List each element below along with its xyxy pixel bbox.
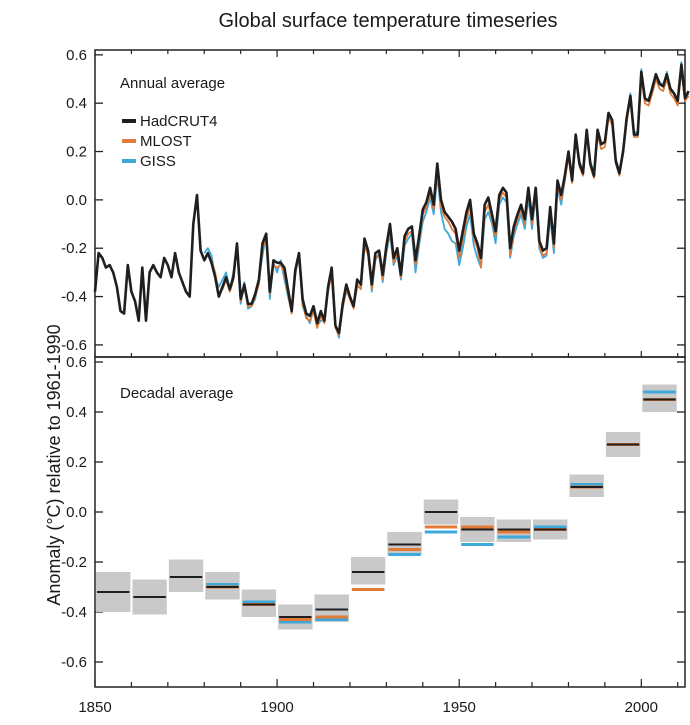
decadal-ytick-label: 0.4 (66, 404, 87, 421)
annual-series-lines (93, 61, 690, 339)
annual-panel-frame (94, 49, 686, 358)
annual-y-ticks: 0.6 0.4 0.2 0.0 -0.2 -0.4 -0.6 (61, 47, 685, 354)
legend-label-hadcrut4: HadCRUT4 (140, 113, 218, 130)
legend-label-giss: GISS (140, 153, 176, 170)
decadal-uncertainty-band (168, 559, 204, 592)
xtick-label: 1900 (260, 699, 293, 716)
x-axis-ticks: 1850 1900 1950 2000 (78, 50, 679, 716)
decadal-ytick-label: 0.2 (66, 454, 87, 471)
legend-label-mlost: MLOST (140, 133, 192, 150)
decadal-y-ticks: 0.6 0.4 0.2 0.0 -0.2 -0.4 -0.6 (61, 354, 685, 671)
y-axis-title: Anomaly (°C) relative to 1961-1990 (44, 324, 64, 605)
decadal-ytick-label: 0.6 (66, 354, 87, 371)
annual-ytick-label: -0.6 (61, 337, 87, 354)
annual-line-mlost (203, 68, 690, 337)
xtick-label: 1950 (443, 699, 476, 716)
annual-panel: Annual average 0.60.40.20.0-0.2-0.4-0.6 … (61, 47, 690, 358)
annual-panel-label: Annual average (120, 75, 225, 92)
decadal-series-marks (96, 384, 677, 630)
annual-ytick-label: 0.4 (66, 95, 87, 112)
annual-ytick-label: -0.2 (61, 240, 87, 257)
annual-line-giss (203, 61, 690, 339)
xtick-label: 1850 (78, 699, 111, 716)
decadal-ytick-label: -0.4 (61, 604, 87, 621)
decadal-ytick-label: 0.0 (66, 504, 87, 521)
decadal-panel: Decadal average 0.6 0.4 0.2 0.0 -0.2 -0.4 -0.6 (61, 354, 686, 688)
decadal-ytick-label: -0.2 (61, 554, 87, 571)
legend: HadCRUT4 MLOST GISS (122, 113, 218, 170)
decadal-uncertainty-band (387, 532, 422, 555)
xtick-label: 2000 (625, 699, 658, 716)
chart-title: Global surface temperature timeseries (218, 10, 557, 32)
annual-ytick-label: 0.2 (66, 144, 87, 161)
annual-ytick-label: 0.6 (66, 47, 87, 64)
decadal-ytick-label: -0.6 (61, 654, 87, 671)
decadal-uncertainty-band (350, 557, 386, 585)
annual-ytick-label: -0.4 (61, 289, 87, 306)
annual-ytick-label: 0.0 (66, 192, 87, 209)
annual-line-hadcrut4 (93, 63, 690, 335)
decadal-panel-label: Decadal average (120, 385, 233, 402)
decadal-panel-frame (94, 356, 686, 688)
